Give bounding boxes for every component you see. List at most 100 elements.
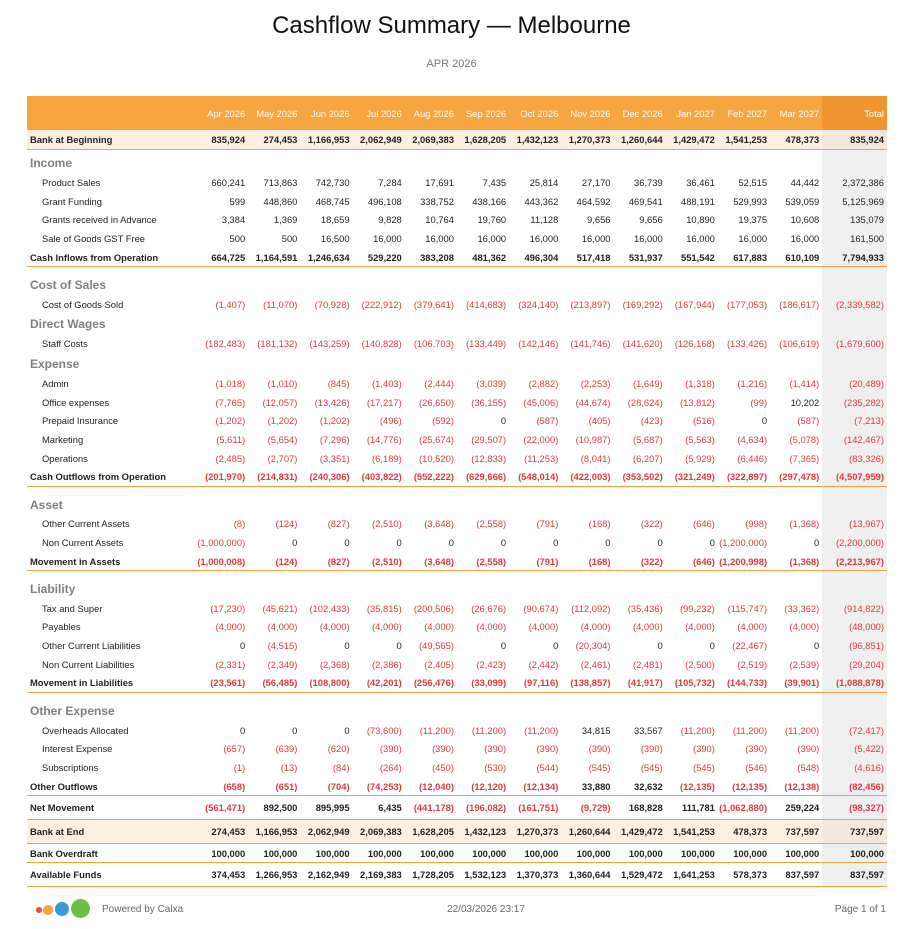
value-cell: 274,453 <box>248 130 301 150</box>
column-header: Jul 2026 <box>352 96 405 130</box>
item-row: Marketing (5,611) (5,654) (7,296) (14,776) (2… <box>27 430 887 449</box>
total-band <box>822 692 887 721</box>
value-cell: (827) <box>300 551 353 572</box>
value-cell: (26,650) <box>419 396 454 408</box>
value-cell: 32,632 <box>613 776 666 797</box>
value-cell: (5,563) <box>685 434 715 446</box>
value-cell: (28,624) <box>627 396 663 408</box>
item-row: Overheads Allocated 0 0 0 (73,600) (11,200) (1… <box>27 720 887 740</box>
value-cell: 168,828 <box>613 795 666 821</box>
value-cell: 496,108 <box>367 195 402 207</box>
value-cell: (414,683) <box>466 298 507 310</box>
value-cell: 481,362 <box>456 247 510 268</box>
header-row: Apr 2026 May 2026 Jun 2026 Jul 2026 Aug 2026… <box>27 96 887 130</box>
value-cell: (7,296) <box>319 434 350 446</box>
value-cell: 529,220 <box>352 247 405 268</box>
value-cell: (1,679,600) <box>822 334 887 354</box>
value-cell: (2,253) <box>580 377 611 389</box>
value-cell: (5,654) <box>267 434 298 446</box>
value-cell: (169,292) <box>622 298 663 310</box>
row-label: Movement in Liabilities <box>27 673 197 694</box>
powered-by: Powered by Calxa <box>102 904 184 915</box>
value-cell: 16,000 <box>373 232 402 244</box>
row-label: Bank Overdraft <box>27 843 197 864</box>
row-label: Product Sales <box>42 176 101 188</box>
total-row: Movement in Liabilities (23,561) (56,485)(… <box>27 673 887 694</box>
section-heading-row: Asset <box>27 486 887 515</box>
value-cell: (168) <box>588 518 611 530</box>
value-cell: (4,000) <box>632 621 663 633</box>
value-cell: (73,600) <box>366 724 402 736</box>
value-cell: (2,558) <box>456 551 510 572</box>
value-cell: 44,442 <box>790 176 820 188</box>
value-cell: (36,155) <box>471 396 507 408</box>
value-cell: 18,659 <box>320 214 350 226</box>
total-band <box>822 313 887 335</box>
value-cell: (390) <box>484 743 507 755</box>
value-cell: (11,070) <box>263 298 298 310</box>
value-cell: 17,691 <box>425 176 454 188</box>
value-cell: 531,937 <box>613 247 666 268</box>
item-row: Non Current Assets (1,000,000) 0 0 0 0 0 0 0 0 0 (1… <box>27 533 887 552</box>
value-cell: (10,520) <box>419 452 454 464</box>
value-cell: (168) <box>561 551 614 572</box>
total-band <box>822 149 887 173</box>
value-cell: (548,014) <box>509 467 562 488</box>
value-cell: 2,162,949 <box>300 862 353 888</box>
value-cell: 742,730 <box>315 176 350 188</box>
value-cell: (1,403) <box>372 377 402 389</box>
value-cell: 0 <box>709 537 715 549</box>
value-cell: (827) <box>327 518 350 530</box>
value-cell: (6,189) <box>372 452 402 464</box>
value-cell: (49,565) <box>419 640 454 652</box>
value-cell: (1,407) <box>215 298 246 310</box>
value-cell: 374,453 <box>196 862 249 888</box>
value-cell: 0 <box>500 415 507 427</box>
value-cell: (3,648) <box>424 518 454 530</box>
value-cell: (39,901) <box>770 673 823 694</box>
value-cell: 100,000 <box>248 843 301 864</box>
value-cell: 0 <box>292 537 298 549</box>
logo-dot <box>43 905 53 915</box>
value-cell: 10,764 <box>425 214 454 226</box>
value-cell: (7,765) <box>215 396 246 408</box>
value-cell: 11,128 <box>530 214 559 226</box>
value-cell: 0 <box>761 415 768 427</box>
value-cell: (20,489) <box>822 374 887 393</box>
value-cell: 274,453 <box>196 819 249 845</box>
value-cell: 16,000 <box>634 232 663 244</box>
value-cell: (2,510) <box>372 518 402 530</box>
value-cell: (2,368) <box>319 658 350 670</box>
value-cell: 0 <box>239 724 246 736</box>
value-cell: (516) <box>693 415 715 427</box>
value-cell: 9,656 <box>639 214 663 226</box>
value-cell: 1,266,953 <box>248 862 301 888</box>
value-cell: (82,456) <box>822 776 887 797</box>
summary-row: Net Movement (561,471) 892,500 895,995 6,435… <box>27 795 887 821</box>
value-cell: (2,481) <box>632 658 663 670</box>
value-cell: 468,745 <box>315 195 350 207</box>
value-cell: 1,429,472 <box>665 130 718 150</box>
value-cell: (324,140) <box>518 298 559 310</box>
value-cell: 383,208 <box>404 247 457 268</box>
row-label: Cash Inflows from Operation <box>27 247 197 268</box>
value-cell: 837,597 <box>822 862 887 888</box>
value-cell: 0 <box>292 724 298 736</box>
row-label: Cash Outflows from Operation <box>27 467 197 488</box>
value-cell: (450) <box>432 761 454 773</box>
row-label: Non Current Assets <box>42 537 124 549</box>
value-cell: (12,040) <box>404 776 457 797</box>
value-cell: (545) <box>640 761 663 773</box>
value-cell: (4,000) <box>580 621 611 633</box>
value-cell: (13,426) <box>314 396 350 408</box>
value-cell: (11,253) <box>524 452 559 464</box>
value-cell: (181,132) <box>257 338 298 350</box>
total-row: Cash Inflows from Operation 664,725 1,164,… <box>27 247 887 268</box>
value-cell: 2,169,383 <box>352 862 405 888</box>
value-cell: (9,729) <box>561 795 614 821</box>
value-cell: 100,000 <box>665 843 718 864</box>
value-cell: (845) <box>327 377 350 389</box>
value-cell: 100,000 <box>822 843 887 864</box>
row-label: Other Current Assets <box>42 518 130 530</box>
value-cell: (3,351) <box>319 452 350 464</box>
